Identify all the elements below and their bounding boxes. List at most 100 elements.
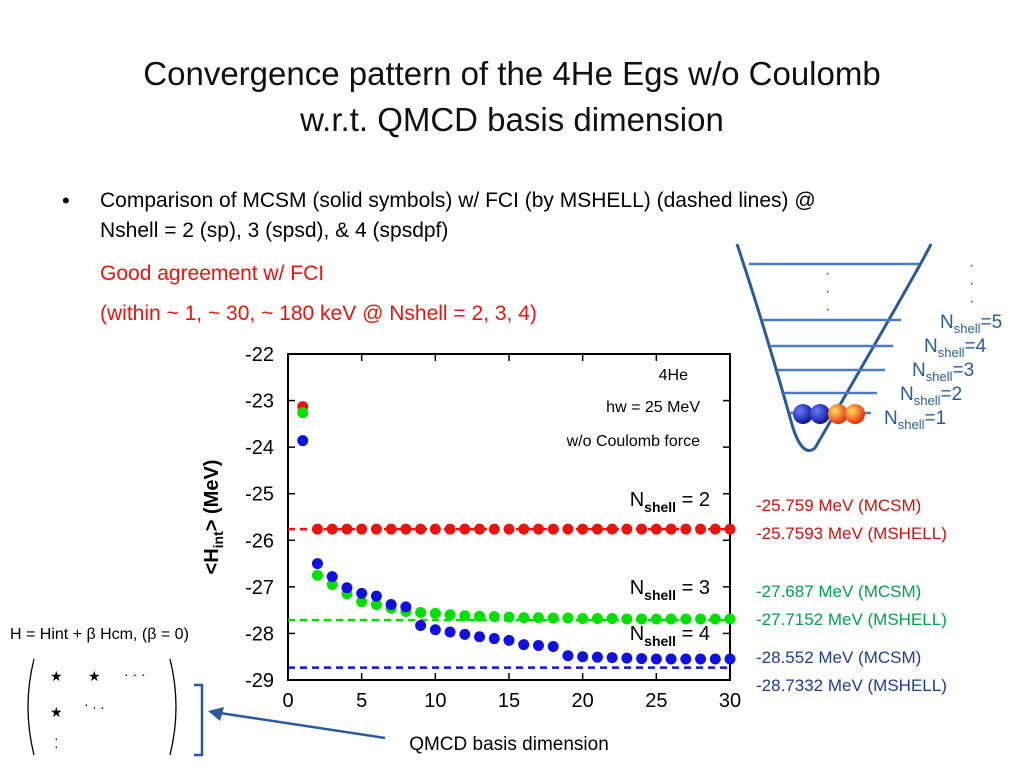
point-s2-3	[341, 582, 353, 594]
point-s0-28	[709, 523, 721, 535]
well-dots-1: ·	[825, 265, 830, 282]
matrix-star-21: ★	[50, 704, 63, 720]
point-s1-11	[459, 610, 471, 622]
point-s0-18	[562, 523, 574, 535]
point-s2-16	[532, 640, 544, 652]
point-s2-11	[459, 628, 471, 640]
point-s2-10	[444, 626, 456, 638]
point-s2-6	[385, 599, 397, 611]
x-axis-label: QMCD basis dimension	[409, 734, 609, 755]
point-s0-8	[415, 523, 427, 535]
point-s0-26	[680, 523, 692, 535]
point-s0-22	[621, 523, 633, 535]
point-s0-7	[400, 523, 412, 535]
x-tick-label-5: 25	[645, 690, 667, 712]
point-s1-0	[297, 407, 309, 419]
y-tick-label-1: -23	[245, 391, 274, 413]
point-s1-28	[709, 613, 721, 625]
hamiltonian-text: H = Hint + β Hcm, (β = 0)	[10, 626, 189, 643]
point-s2-28	[709, 653, 721, 665]
y-tick-label-3: -25	[245, 484, 274, 506]
point-s2-15	[518, 639, 530, 651]
x-tick-label-6: 30	[719, 690, 741, 712]
point-s1-5	[370, 599, 382, 611]
y-tick-label-6: -28	[245, 623, 274, 645]
point-s0-13	[488, 523, 500, 535]
point-s1-24	[650, 613, 662, 625]
point-s0-4	[356, 523, 368, 535]
point-s2-25	[665, 653, 677, 665]
agreement-text: Good agreement w/ FCI	[100, 262, 325, 285]
matrix-ddots: · . .	[84, 696, 104, 712]
y-tick-label-7: -29	[245, 670, 274, 692]
point-s2-1	[311, 558, 323, 570]
within-text: (within ~ 1, ~ 30, ~ 180 keV @ Nshell = …	[100, 302, 537, 325]
point-s0-12	[474, 523, 486, 535]
point-s2-29	[724, 653, 736, 665]
point-s2-9	[429, 624, 441, 636]
point-s1-14	[503, 611, 515, 623]
x-tick-label-3: 15	[498, 690, 520, 712]
matrix-right-paren	[169, 658, 177, 756]
point-s1-2	[326, 579, 338, 591]
point-s1-25	[665, 613, 677, 625]
x-tick-label-4: 20	[572, 690, 594, 712]
point-s1-9	[429, 607, 441, 619]
bullet-line1: Comparison of MCSM (solid symbols) w/ FC…	[100, 189, 816, 212]
arrow-head-icon	[208, 707, 224, 721]
y-tick-label-0: -22	[245, 344, 274, 366]
point-s1-21	[606, 613, 618, 625]
matrix-hdots: · · ·	[124, 666, 146, 682]
shell-label-1: Nshell=1	[884, 408, 947, 432]
point-s2-2	[326, 571, 338, 583]
point-s0-25	[665, 523, 677, 535]
bullet-line2: Nshell = 2 (sp), 3 (spsd), & 4 (spsdpf)	[100, 219, 449, 242]
point-s1-15	[518, 612, 530, 624]
x-tick-label-1: 5	[356, 690, 367, 712]
point-s1-17	[547, 612, 559, 624]
point-s1-19	[577, 613, 589, 625]
point-s2-12	[474, 631, 486, 643]
label-dots-3: ·	[969, 293, 974, 310]
point-s0-20	[591, 523, 603, 535]
proton-ball-2	[845, 404, 865, 424]
point-s0-14	[503, 523, 515, 535]
arrow-line	[219, 711, 386, 740]
point-s2-17	[547, 640, 559, 652]
point-s0-5	[370, 523, 382, 535]
point-s0-17	[547, 523, 559, 535]
point-s2-18	[562, 650, 574, 662]
point-s0-1	[311, 523, 323, 535]
slide-title-line2: w.r.t. QMCD basis dimension	[300, 101, 724, 138]
matrix-left-paren	[27, 658, 35, 756]
point-s2-27	[695, 653, 707, 665]
point-s1-27	[695, 613, 707, 625]
shell-label-2: Nshell=2	[900, 384, 963, 408]
point-s1-13	[488, 611, 500, 623]
point-s2-26	[680, 653, 692, 665]
point-s2-4	[356, 587, 368, 599]
y-tick-label-5: -27	[245, 577, 274, 599]
point-s0-9	[429, 523, 441, 535]
series-label-2: Nshell = 4	[630, 623, 710, 649]
annotation-1: hw = 25 MeV	[606, 399, 700, 416]
point-s0-21	[606, 523, 618, 535]
neutron-ball-2	[810, 404, 830, 424]
point-s2-13	[488, 633, 500, 645]
point-s2-21	[606, 652, 618, 664]
matrix-vdots-1: ·	[54, 730, 59, 746]
point-s2-0	[297, 435, 309, 447]
point-s0-16	[532, 523, 544, 535]
y-tick-label-4: -26	[245, 530, 274, 552]
point-s2-23	[636, 653, 648, 665]
potential-well-diagram: · · · · · ·	[735, 243, 974, 452]
point-s0-10	[444, 523, 456, 535]
x-tick-label-2: 10	[424, 690, 446, 712]
point-s0-29	[724, 523, 736, 535]
bullet-dot: •	[62, 188, 70, 213]
point-s0-11	[459, 523, 471, 535]
label-dots-1: ·	[969, 257, 974, 274]
label-dots-2: ·	[969, 275, 974, 292]
well-curve	[735, 243, 933, 452]
point-s1-20	[591, 613, 603, 625]
